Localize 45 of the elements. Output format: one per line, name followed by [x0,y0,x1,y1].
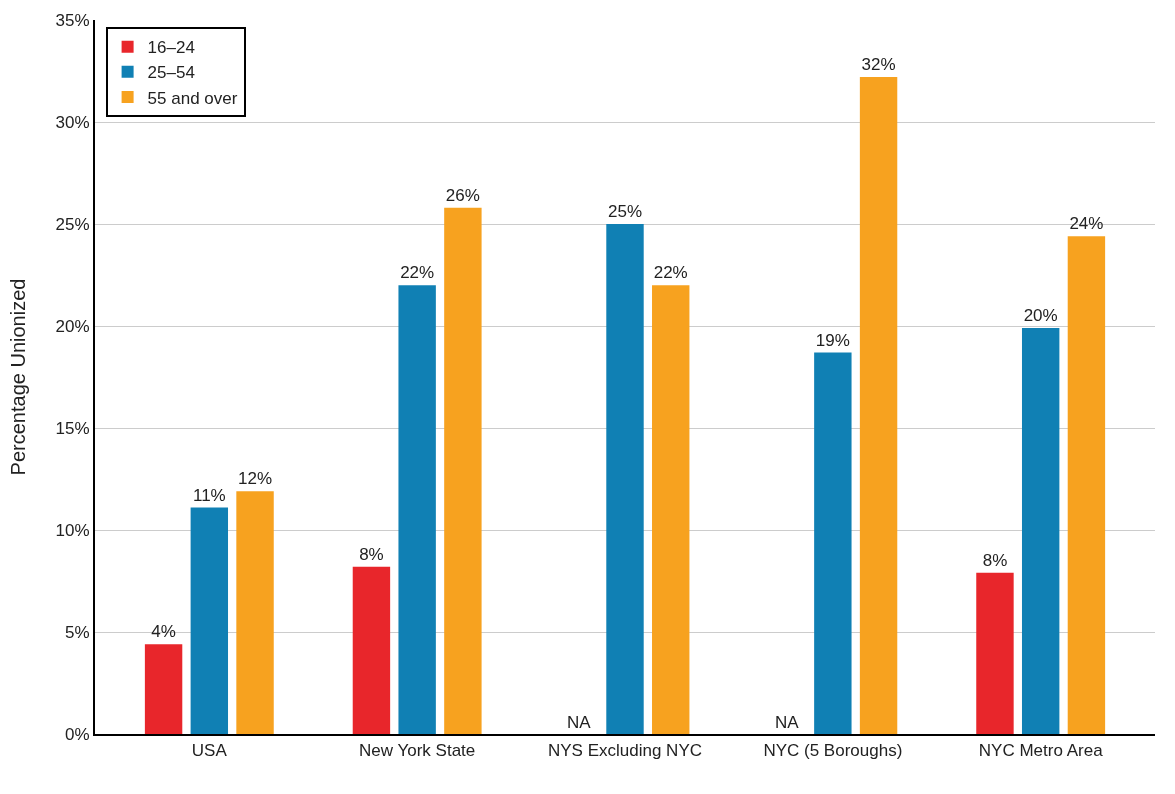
data-label: 8% [359,544,384,564]
bar [144,644,183,734]
bar [652,285,690,734]
y-tick-label: 10% [55,520,90,540]
y-tick-label: 20% [55,316,90,336]
data-label: 11% [192,485,226,505]
bar [444,207,482,734]
data-label: 22% [653,263,688,283]
data-label: 8% [982,550,1008,570]
data-label: 26% [445,185,480,205]
data-label: 19% [815,330,850,350]
x-tick-label: NYS Excluding NYC [547,741,703,761]
data-label: 12% [238,469,273,489]
x-tick-label: NYC (5 Boroughs) [763,741,903,761]
bar [976,572,1014,734]
x-tick-label: NYC Metro Area [978,741,1104,761]
data-label: 22% [400,263,435,283]
bar [352,566,391,734]
y-tick-label: 0% [65,724,90,744]
x-tick-label: USA [191,741,228,761]
y-tick-label: 15% [55,418,90,438]
bar [190,507,229,734]
data-label: 24% [1069,214,1104,234]
bar [1021,328,1060,734]
y-tick-label: 30% [55,112,90,132]
legend-label: 25–54 [147,63,195,83]
x-tick-label: New York State [359,741,476,761]
bar [606,224,644,734]
bar [1067,236,1106,734]
y-tick-label: 35% [55,10,90,30]
bar [859,77,898,734]
text: NA [567,713,591,732]
legend-label: 16–24 [147,38,195,58]
y-tick-label: 5% [65,622,90,642]
data-label: 20% [1023,306,1058,326]
y-tick-label: 25% [55,214,90,234]
data-label: 32% [861,55,896,75]
bar [398,285,436,734]
text: NA [775,713,799,732]
bar [236,491,274,734]
data-label: 4% [151,622,176,642]
bar [814,352,852,734]
legend-label: 55 and over [147,88,238,108]
data-label: 25% [607,202,643,221]
y-axis-title: Percentage Unionized [6,278,29,476]
